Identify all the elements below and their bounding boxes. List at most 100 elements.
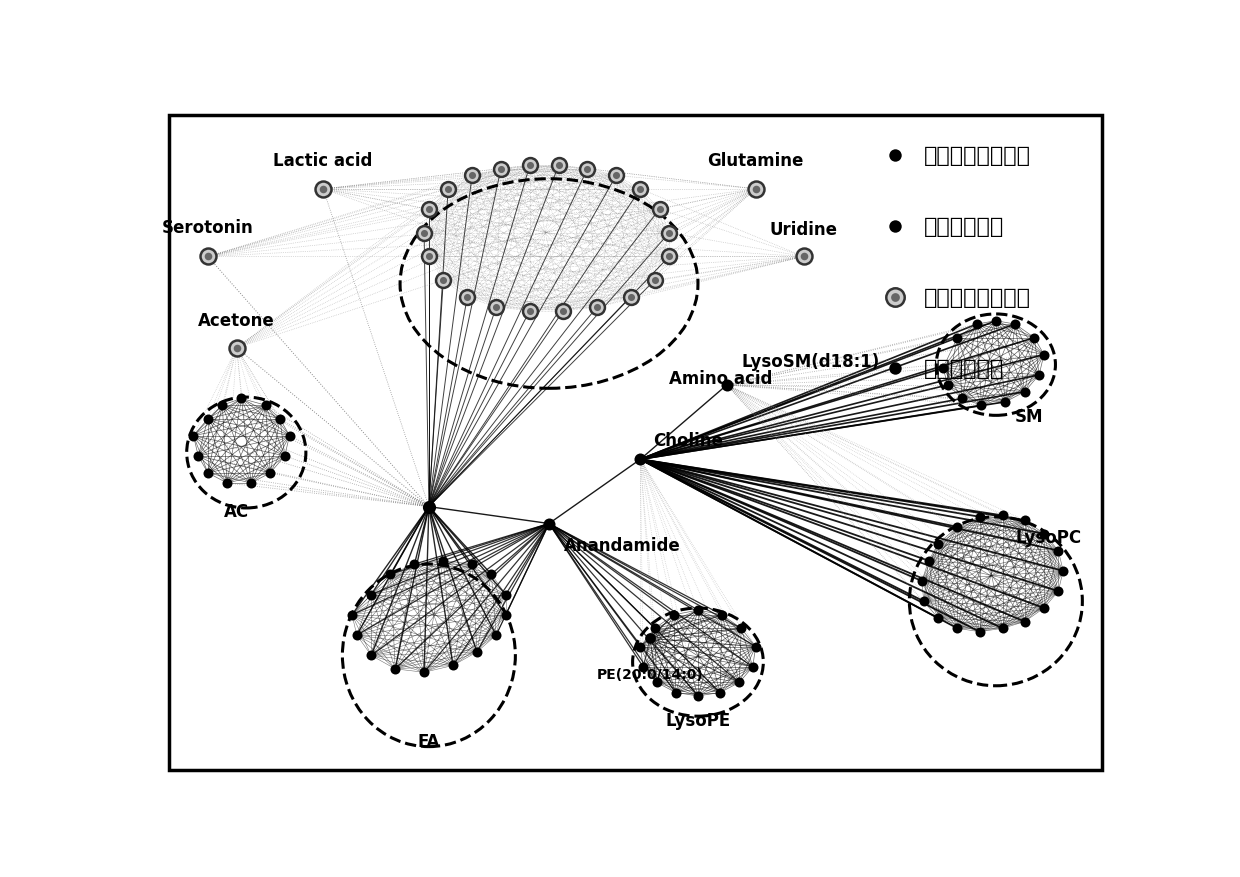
Point [434, 274, 454, 288]
Point [458, 290, 477, 304]
Point [937, 379, 957, 393]
Point [732, 622, 751, 636]
Text: 高剂量高下调: 高剂量高下调 [924, 359, 1004, 379]
Point [932, 361, 952, 375]
Point [520, 159, 539, 173]
Point [434, 274, 454, 288]
Point [970, 510, 990, 524]
Point [621, 290, 641, 304]
Point [885, 290, 905, 304]
Point [467, 645, 487, 660]
Point [1014, 385, 1034, 399]
Point [227, 341, 247, 355]
Point [743, 660, 763, 674]
Point [972, 399, 992, 413]
Text: 低、中剂量高下调: 低、中剂量高下调 [924, 288, 1030, 308]
Point [729, 675, 749, 689]
Text: LysoPC: LysoPC [1016, 529, 1081, 546]
Point [1048, 544, 1068, 558]
Point [606, 169, 626, 183]
Point [539, 517, 559, 531]
Point [712, 608, 732, 622]
Point [314, 182, 334, 196]
Point [947, 332, 967, 346]
Point [952, 392, 972, 406]
Point [198, 467, 218, 481]
Point [347, 628, 367, 642]
Point [255, 399, 275, 413]
Point [794, 250, 813, 264]
Point [260, 467, 280, 481]
Point [520, 304, 539, 318]
Point [1014, 514, 1034, 528]
Point [634, 660, 653, 674]
Point [481, 567, 501, 581]
Point [645, 274, 665, 288]
Text: Amino acid: Amino acid [670, 370, 773, 388]
Point [660, 250, 680, 264]
Point [1034, 602, 1054, 616]
Text: Choline: Choline [652, 431, 723, 450]
Point [419, 250, 439, 264]
Text: AC: AC [224, 503, 249, 520]
Point [212, 399, 232, 413]
Point [227, 341, 247, 355]
Point [717, 379, 737, 393]
Text: PE(20:0/14:0): PE(20:0/14:0) [596, 667, 703, 681]
Point [463, 558, 482, 572]
Text: Serotonin: Serotonin [162, 219, 254, 237]
Point [241, 476, 262, 490]
Point [553, 304, 573, 318]
Point [361, 649, 381, 663]
Point [578, 162, 598, 176]
Point [386, 662, 405, 676]
Point [419, 203, 439, 217]
Point [993, 622, 1013, 636]
Text: 低、中剂量高上调: 低、中剂量高上调 [924, 146, 1030, 166]
Point [414, 226, 434, 240]
Point [491, 162, 511, 176]
Point [745, 640, 765, 654]
Point [630, 453, 650, 467]
Point [914, 595, 934, 609]
Point [970, 625, 990, 639]
Point [1006, 317, 1025, 332]
Point [1014, 615, 1034, 629]
Point [553, 304, 573, 318]
Point [1034, 527, 1054, 541]
Point [419, 250, 439, 264]
Point [996, 396, 1016, 410]
Point [587, 301, 606, 315]
Point [188, 449, 208, 463]
Point [645, 622, 665, 636]
Text: Acetone: Acetone [198, 311, 275, 330]
Text: FA: FA [418, 732, 440, 750]
Point [660, 226, 680, 240]
Point [587, 301, 606, 315]
Point [270, 412, 290, 426]
Point [660, 226, 680, 240]
Text: SM: SM [1016, 408, 1044, 425]
Point [745, 182, 765, 196]
Point [660, 250, 680, 264]
Point [491, 162, 511, 176]
Point [929, 537, 949, 552]
Point [885, 290, 905, 304]
Point [630, 182, 650, 196]
Point [647, 675, 667, 689]
Point [666, 686, 686, 700]
Text: Uridine: Uridine [770, 220, 838, 239]
Point [548, 159, 568, 173]
Point [885, 361, 905, 375]
Point [688, 689, 708, 703]
Point [911, 574, 931, 588]
Point [1029, 368, 1049, 382]
Point [280, 429, 300, 443]
Point [929, 611, 949, 625]
Point [443, 659, 463, 673]
Point [967, 317, 987, 332]
Point [486, 628, 506, 642]
Point [794, 250, 813, 264]
Point [1048, 584, 1068, 598]
Point [606, 169, 626, 183]
